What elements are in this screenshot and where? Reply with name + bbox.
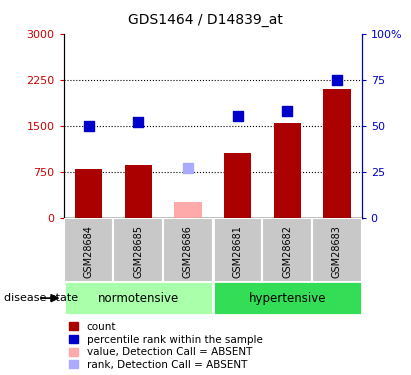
Bar: [323, 89, 351, 218]
Text: GDS1464 / D14839_at: GDS1464 / D14839_at: [128, 13, 283, 27]
Bar: [64, 217, 113, 285]
Text: GSM28686: GSM28686: [183, 225, 193, 278]
Text: GSM28684: GSM28684: [83, 225, 94, 278]
Bar: [224, 153, 251, 218]
Text: disease state: disease state: [4, 293, 78, 303]
Point: [334, 77, 340, 83]
Bar: [163, 217, 213, 285]
Point: [284, 108, 291, 114]
Text: GSM28681: GSM28681: [233, 225, 242, 278]
Bar: [113, 217, 163, 285]
Point: [85, 123, 92, 129]
Text: GSM28685: GSM28685: [133, 225, 143, 278]
Text: normotensive: normotensive: [97, 292, 179, 304]
Bar: [213, 281, 362, 315]
Legend: count, percentile rank within the sample, value, Detection Call = ABSENT, rank, : count, percentile rank within the sample…: [69, 322, 263, 370]
Point: [185, 165, 191, 171]
Bar: [312, 217, 362, 285]
Bar: [75, 168, 102, 217]
Text: GSM28683: GSM28683: [332, 225, 342, 278]
Bar: [174, 202, 201, 217]
Text: hypertensive: hypertensive: [248, 292, 326, 304]
Bar: [213, 217, 262, 285]
Bar: [262, 217, 312, 285]
Bar: [64, 281, 213, 315]
Text: GSM28682: GSM28682: [282, 225, 292, 278]
Point: [135, 119, 141, 125]
Bar: [125, 165, 152, 218]
Bar: [274, 123, 301, 218]
Point: [234, 113, 241, 119]
